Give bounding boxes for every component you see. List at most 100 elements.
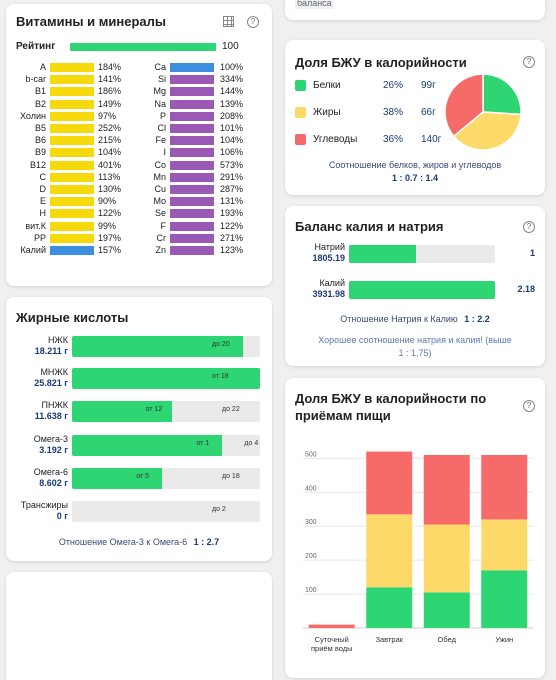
vitamin-value: 144% [220, 86, 244, 97]
vitamin-value: 401% [98, 159, 122, 170]
vitamin-bar [170, 75, 214, 85]
fatty-acid-bar-track [72, 468, 260, 489]
fatty-acid-note: от 18 [212, 373, 229, 380]
bju-title: Доля БЖУ в калорийности [295, 55, 467, 70]
fatty-acid-name: Трансжиры [20, 500, 68, 510]
fatty-acid-note: до 2 [212, 506, 226, 513]
fatty-acid-min-note: от 5 [136, 473, 150, 480]
bju-legend-percent: 38% [383, 107, 404, 118]
vitamin-value: 99% [98, 220, 117, 231]
bju-legend-name: Углеводы [313, 134, 358, 145]
help-icon[interactable]: ? [523, 56, 535, 68]
fatty-acids-title: Жирные кислоты [16, 310, 129, 325]
vitamin-bar [170, 99, 214, 109]
fatty-acid-bar-fill [72, 336, 244, 357]
empty-card [6, 572, 272, 680]
fatty-acid-name: Омега-6 [33, 467, 68, 477]
table-view-icon[interactable] [223, 16, 234, 27]
sodium-potassium-ratio: Отношение Натрия к Калию 1 : 2.2 [285, 314, 545, 324]
vitamin-name: PP [33, 232, 46, 243]
vitamin-bar [170, 111, 214, 121]
mineral-amount: 1805.19 [312, 253, 345, 263]
help-icon[interactable]: ? [523, 221, 535, 233]
omega-ratio: Отношение Омега-3 к Омега-6 1 : 2.7 [6, 537, 272, 547]
vitamin-name: B9 [34, 147, 46, 158]
fatty-acid-bar-fill [72, 401, 172, 422]
vitamin-name: Mo [153, 196, 166, 207]
vitamin-bar [50, 111, 94, 121]
fatty-acid-amount: 18.211 г [34, 346, 68, 356]
fatty-acid-amount: 8.602 г [39, 478, 68, 488]
omega-ratio-value: 1 : 2.7 [193, 537, 220, 547]
bju-legend-grams: 140г [421, 134, 442, 145]
vitamin-name: I [163, 147, 166, 158]
fatty-acid-amount: 3.192 г [39, 445, 68, 455]
chart-bar-segment [366, 451, 413, 515]
rating-label: Рейтинг [16, 41, 56, 52]
vitamin-name: Fe [155, 135, 166, 146]
fatty-acid-bar-track [72, 501, 260, 522]
fatty-acid-max-note: до 18 [222, 473, 240, 480]
vitamin-bar [170, 136, 214, 146]
vitamin-value: 184% [98, 62, 122, 72]
vitamin-name: b-car [25, 74, 46, 85]
vitamin-bar [50, 221, 94, 231]
chart-bar-segment [423, 454, 470, 525]
y-tick-label: 500 [305, 451, 317, 458]
help-icon[interactable]: ? [523, 400, 535, 412]
potassium-note-line2: 1 : 1,75) [398, 348, 432, 358]
bju-legend-name: Белки [313, 80, 341, 91]
vitamin-bar [50, 148, 94, 158]
chart-bar-segment [481, 519, 528, 571]
fatty-acid-name: Омега-3 [33, 434, 68, 444]
vitamin-name: E [39, 196, 46, 207]
vitamin-name: Холин [20, 110, 46, 121]
vitamin-bar [170, 209, 214, 219]
mineral-bar-track [349, 281, 495, 299]
vitamin-name: Na [154, 98, 166, 109]
vitamin-value: 131% [220, 196, 244, 207]
pie-slice [452, 111, 522, 151]
fatty-acid-bar-track [72, 336, 260, 357]
bju-ratio-label: Соотношение белков, жиров и углеводов [328, 160, 502, 170]
vitamin-bar [50, 233, 94, 243]
vitamin-bar [50, 246, 94, 255]
potassium-note-line1: Хорошее соотношение натрия и калия! (выш… [318, 335, 512, 345]
fatty-acid-min-note: от 12 [145, 406, 163, 413]
vitamin-bar [50, 99, 94, 109]
mineral-amount: 3931.98 [312, 289, 345, 299]
vitamin-name: F [160, 220, 167, 231]
vitamin-bar [50, 124, 94, 133]
pie-slice [482, 73, 522, 116]
rating-bar [70, 43, 216, 51]
vitamin-value: 208% [220, 110, 244, 121]
bju-legend-swatch [295, 107, 306, 118]
vitamin-name: Zn [155, 245, 166, 255]
vitamin-name: H [39, 208, 47, 219]
help-icon[interactable]: ? [247, 16, 259, 28]
x-category-label: Ужин [495, 635, 513, 644]
vitamin-name: A [39, 62, 46, 72]
vitamin-name: Cr [156, 232, 167, 243]
vitamin-name: C [39, 171, 47, 182]
y-tick-label: 200 [305, 553, 317, 560]
chart-bar-segment [308, 624, 355, 628]
bju-legend-swatch [295, 80, 306, 91]
bju-legend-percent: 26% [383, 80, 404, 91]
fatty-acid-amount: 11.638 г [34, 411, 68, 421]
vitamin-value: 130% [98, 184, 122, 194]
vitamin-value: 197% [98, 232, 122, 243]
vitamin-bar [50, 185, 94, 194]
vitamin-value: 122% [98, 208, 122, 219]
vitamin-name: B12 [29, 159, 46, 170]
vitamin-bar [50, 75, 94, 85]
vitamin-bar [170, 185, 214, 194]
vitamin-bar [170, 63, 214, 72]
pie-slice [444, 73, 484, 138]
vitamin-value: 157% [98, 245, 122, 255]
vitamins-title: Витамины и минералы [16, 14, 166, 29]
vitamin-name: Si [157, 74, 166, 85]
vitamin-value: 122% [220, 220, 244, 231]
vitamin-bar [170, 197, 214, 207]
